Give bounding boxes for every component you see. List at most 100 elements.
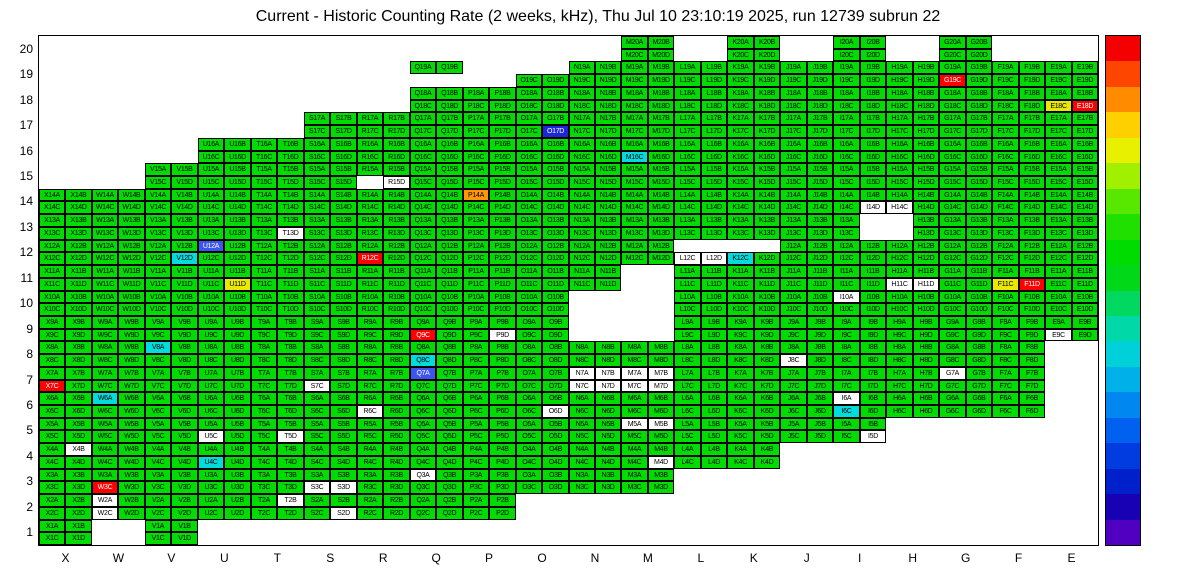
heatmap-cell: N18C [569,100,595,112]
heatmap-cell: L16C [674,151,701,163]
heatmap-cell: O11A [516,265,542,278]
heatmap-cell: O3C [516,481,542,494]
heatmap-cell: O9B [542,316,569,329]
heatmap-cell: G7A [939,367,966,380]
heatmap-cell: X10B [65,291,92,303]
heatmap-cell: O4B [542,443,569,456]
heatmap-cell: M16C [621,151,648,163]
heatmap-cell: T16D [277,151,304,163]
heatmap-cell: R9D [383,329,410,341]
heatmap-cell: Q7D [436,380,463,392]
heatmap-cell: V10C [145,303,171,316]
heatmap-cell: X2A [39,494,65,507]
heatmap-cell: L10A [674,291,701,303]
heatmap-cell: V8D [171,354,198,367]
heatmap-cell: W9D [118,329,145,341]
x-tick-label: K [749,551,758,565]
heatmap-cell: Q5B [436,418,463,430]
heatmap-cell: S8B [330,341,357,354]
heatmap-cell: U10D [224,303,251,316]
heatmap-cell: S5D [330,430,357,443]
heatmap-cell: S9D [330,329,357,341]
heatmap-cell: V2B [171,494,198,507]
heatmap-cell: V10D [171,303,198,316]
heatmap-cell: V4A [145,443,171,456]
heatmap-cell: Q3D [436,481,463,494]
heatmap-cell: M13A [621,214,648,227]
heatmap-cell: R2C [357,507,383,520]
heatmap-cell: W2B [118,494,145,507]
heatmap-cell: R16B [383,138,410,151]
heatmap-cell: M16A [621,138,648,151]
heatmap-cell: Q8D [436,354,463,367]
heatmap-cell: T5C [251,430,277,443]
heatmap-cell: N19A [569,61,595,74]
heatmap-cell: N7D [595,380,621,392]
heatmap-cell: O13B [542,214,569,227]
heatmap-cell: R16C [357,151,383,163]
heatmap-cell: R5A [357,418,383,430]
colorbar-band [1106,112,1140,138]
heatmap-cell: V1D [171,532,198,545]
heatmap-cell: G20C [939,49,966,61]
heatmap-cell: I7A [833,367,860,380]
heatmap-cell: G16B [966,138,992,151]
heatmap-cell: J11C [780,278,807,291]
heatmap-cell: R6A [357,392,383,405]
heatmap-cell: S16B [330,138,357,151]
heatmap-cell: J13A [780,214,807,227]
heatmap-cell: P9B [489,316,516,329]
heatmap-cell: F10A [992,291,1019,303]
heatmap-cell: J14C [780,201,807,214]
heatmap-cell: O17B [542,112,569,125]
heatmap-cell: K7B [754,367,780,380]
heatmap-cell: O10C [516,303,542,316]
heatmap-cell: J10D [807,303,833,316]
heatmap-cell: O3A [516,469,542,481]
heatmap-cell: O19C [516,74,542,87]
heatmap-cell: I9C [833,329,860,341]
heatmap-cell: T2C [251,507,277,520]
heatmap-cell: G18C [939,100,966,112]
heatmap-cell: H16B [913,138,939,151]
heatmap-cell: F14D [1019,201,1045,214]
heatmap-cell: L8B [701,341,727,354]
heatmap-cell: G20B [966,36,992,49]
heatmap-cell: F8A [992,341,1019,354]
heatmap-cell: P4B [489,443,516,456]
heatmap-cell: X3D [65,481,92,494]
heatmap-cell: K8D [754,354,780,367]
heatmap-cell: M20D [648,49,674,61]
heatmap-cell: K4C [727,456,754,469]
heatmap-cell: I14C [833,201,860,214]
heatmap-cell: F18D [1019,100,1045,112]
heatmap-cell: K4A [727,443,754,456]
heatmap-cell: G8D [966,354,992,367]
heatmap-cell: G19B [966,61,992,74]
heatmap-cell: F18A [992,87,1019,100]
heatmap-cell: M18C [621,100,648,112]
heatmap-cell: U2C [198,507,224,520]
heatmap-cell: L14A [674,189,701,201]
heatmap-cell: W12A [92,240,118,252]
heatmap-cell: S3A [304,469,330,481]
heatmap-cell: X9D [65,329,92,341]
heatmap-cell: V9B [171,316,198,329]
heatmap-cell: P9C [463,329,489,341]
heatmap-cell: N18A [569,87,595,100]
y-tick-label: 20 [19,41,33,56]
heatmap-cell: M12D [648,252,674,265]
heatmap-cell: R13B [383,214,410,227]
heatmap-cell: J6B [807,392,833,405]
heatmap-cell: U8C [198,354,224,367]
heatmap-cell: Q6D [436,405,463,418]
heatmap-cell: S14D [330,201,357,214]
heatmap-cell: X10A [39,291,65,303]
heatmap-cell: F7C [992,380,1019,392]
heatmap-cell: N17B [595,112,621,125]
heatmap-cell: U5A [198,418,224,430]
heatmap-cell: J9D [807,329,833,341]
colorbar-band [1106,443,1140,469]
heatmap-cell: P15C [463,176,489,189]
heatmap-cell: K4D [754,456,780,469]
